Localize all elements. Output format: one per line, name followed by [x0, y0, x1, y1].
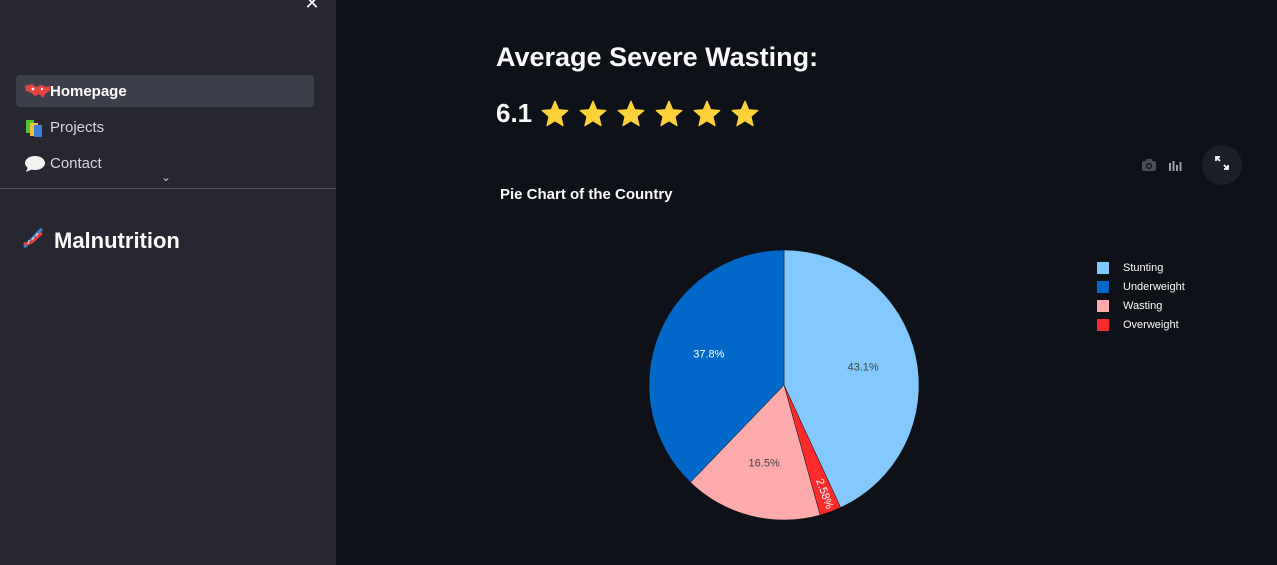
star-icon — [541, 100, 569, 126]
legend-label: Underweight — [1123, 280, 1185, 293]
star-icon — [655, 100, 683, 126]
star-rating — [540, 99, 768, 129]
chart-toolbar — [1136, 145, 1242, 185]
page-title: Average Severe Wasting: — [496, 42, 819, 72]
legend-item-overweight[interactable]: Overweight — [1097, 315, 1185, 334]
legend-swatch — [1097, 261, 1109, 274]
legend-swatch — [1097, 280, 1109, 293]
sidebar: ✕ Homepage Projects — [0, 0, 336, 565]
sidebar-brand-label: Malnutrition — [54, 227, 180, 253]
pie-data-label: 37.8% — [693, 349, 724, 361]
nav-item-projects[interactable]: Projects — [16, 111, 314, 143]
sidebar-divider — [0, 188, 336, 189]
chart-title: Pie Chart of the Country — [500, 186, 673, 203]
legend-swatch — [1097, 299, 1109, 312]
legend-item-underweight[interactable]: Underweight — [1097, 277, 1185, 296]
nav-item-label: Projects — [50, 118, 105, 136]
pie-slice-wasting[interactable] — [690, 384, 821, 521]
nav-item-contact[interactable]: Contact — [16, 147, 314, 179]
star-icon — [693, 100, 721, 126]
chart-legend: Stunting Underweight Wasting Overweight — [1097, 258, 1185, 334]
nav-item-homepage[interactable]: Homepage — [16, 75, 314, 107]
chevron-down-icon[interactable]: ⌄ — [161, 170, 172, 184]
pie-slice-underweight[interactable] — [648, 249, 785, 483]
star-icon — [579, 100, 607, 126]
dna-icon — [20, 225, 46, 256]
rating-row: 6.1 — [496, 98, 768, 129]
legend-label: Stunting — [1123, 261, 1164, 274]
legend-label: Overweight — [1123, 318, 1179, 331]
nav-item-label: Contact — [50, 154, 102, 172]
fullscreen-button[interactable] — [1202, 145, 1242, 185]
legend-item-stunting[interactable]: Stunting — [1097, 258, 1185, 277]
sidebar-brand: Malnutrition — [20, 225, 180, 256]
legend-item-wasting[interactable]: Wasting — [1097, 296, 1185, 315]
close-sidebar-button[interactable]: ✕ — [304, 0, 320, 13]
rating-value: 6.1 — [496, 98, 533, 128]
camera-icon[interactable] — [1136, 152, 1162, 178]
legend-swatch — [1097, 318, 1109, 331]
star-icon — [731, 100, 759, 126]
pie-slice-stunting[interactable] — [783, 249, 920, 508]
books-icon — [24, 119, 46, 137]
bar-chart-icon[interactable] — [1162, 152, 1188, 178]
sidebar-nav: Homepage Projects Contact — [16, 75, 314, 183]
legend-label: Wasting — [1123, 299, 1163, 312]
world-map-icon — [24, 83, 51, 99]
nav-item-label: Homepage — [50, 82, 127, 100]
fullscreen-icon — [1214, 155, 1230, 176]
pie-data-label: 43.1% — [848, 362, 879, 374]
star-icon — [617, 100, 645, 126]
pie-data-label: 16.5% — [749, 457, 780, 469]
speech-bubble-icon — [24, 155, 46, 172]
